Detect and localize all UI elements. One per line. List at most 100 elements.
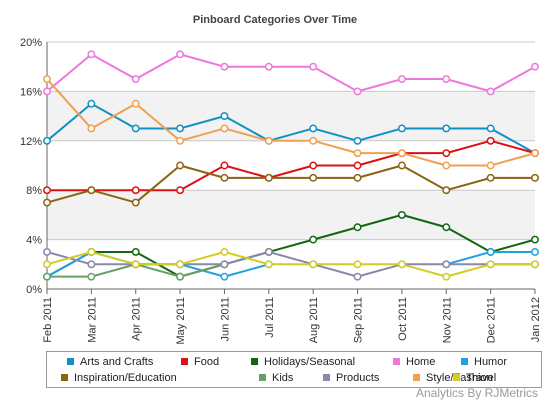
legend-item[interactable]: Humor <box>461 355 507 369</box>
data-point[interactable] <box>531 260 539 269</box>
data-point[interactable] <box>353 272 362 281</box>
data-point[interactable] <box>43 75 51 84</box>
data-point[interactable] <box>264 136 273 145</box>
data-point[interactable] <box>309 136 318 145</box>
data-point[interactable] <box>353 87 362 96</box>
data-point[interactable] <box>176 136 185 145</box>
data-point[interactable] <box>486 136 495 145</box>
data-point[interactable] <box>220 112 229 121</box>
data-point[interactable] <box>442 161 451 170</box>
data-point[interactable] <box>87 260 96 269</box>
data-point[interactable] <box>309 173 318 182</box>
data-point[interactable] <box>131 260 140 269</box>
legend-item[interactable]: Food <box>181 355 219 369</box>
data-point[interactable] <box>442 75 451 84</box>
data-point[interactable] <box>220 248 229 256</box>
data-point[interactable] <box>442 260 451 269</box>
data-point[interactable] <box>176 161 185 170</box>
data-point[interactable] <box>220 173 229 182</box>
data-point[interactable] <box>264 62 273 71</box>
data-point[interactable] <box>131 248 140 256</box>
data-point[interactable] <box>43 198 51 207</box>
data-point[interactable] <box>43 136 51 145</box>
data-point[interactable] <box>397 75 406 84</box>
data-point[interactable] <box>397 260 406 269</box>
data-point[interactable] <box>43 260 51 269</box>
axes <box>46 42 536 294</box>
data-point[interactable] <box>531 173 539 182</box>
data-point[interactable] <box>486 248 495 256</box>
series-style-fashion <box>43 75 539 170</box>
data-point[interactable] <box>309 235 318 244</box>
data-point[interactable] <box>442 149 451 158</box>
data-point[interactable] <box>353 136 362 145</box>
data-point[interactable] <box>531 62 539 71</box>
data-point[interactable] <box>264 260 273 269</box>
data-point[interactable] <box>309 62 318 71</box>
data-point[interactable] <box>176 124 185 133</box>
legend-item[interactable]: Travel <box>453 371 496 385</box>
data-point[interactable] <box>131 124 140 133</box>
data-point[interactable] <box>531 149 539 158</box>
data-point[interactable] <box>442 124 451 133</box>
data-point[interactable] <box>397 161 406 170</box>
data-point[interactable] <box>486 173 495 182</box>
legend-item[interactable]: Kids <box>259 371 293 385</box>
x-tick-label: Dec 2011 <box>486 297 498 343</box>
data-point[interactable] <box>353 223 362 232</box>
legend-item[interactable]: Products <box>323 371 379 385</box>
data-point[interactable] <box>87 124 96 133</box>
data-point[interactable] <box>486 161 495 170</box>
data-point[interactable] <box>531 235 539 244</box>
data-point[interactable] <box>220 124 229 133</box>
legend-item[interactable]: Holidays/Seasonal <box>251 355 355 369</box>
data-point[interactable] <box>176 186 185 195</box>
data-point[interactable] <box>87 50 96 59</box>
data-point[interactable] <box>353 149 362 158</box>
data-point[interactable] <box>442 186 451 195</box>
data-point[interactable] <box>220 161 229 170</box>
data-point[interactable] <box>87 99 96 108</box>
data-point[interactable] <box>220 260 229 269</box>
data-point[interactable] <box>486 87 495 96</box>
data-point[interactable] <box>309 124 318 133</box>
data-point[interactable] <box>176 272 185 281</box>
x-tick-label: Feb 2011 <box>42 297 54 343</box>
legend-item[interactable]: Arts and Crafts <box>67 355 153 369</box>
legend-label: Arts and Crafts <box>80 356 154 368</box>
data-point[interactable] <box>220 62 229 71</box>
data-point[interactable] <box>87 248 96 256</box>
data-point[interactable] <box>131 186 140 195</box>
data-point[interactable] <box>176 260 185 269</box>
data-point[interactable] <box>353 260 362 269</box>
data-point[interactable] <box>397 124 406 133</box>
data-point[interactable] <box>264 248 273 256</box>
data-point[interactable] <box>43 248 51 256</box>
data-point[interactable] <box>353 161 362 170</box>
data-point[interactable] <box>486 124 495 133</box>
data-point[interactable] <box>264 173 273 182</box>
data-point[interactable] <box>309 260 318 269</box>
data-point[interactable] <box>397 149 406 158</box>
data-point[interactable] <box>176 50 185 59</box>
data-point[interactable] <box>486 260 495 269</box>
data-point[interactable] <box>43 186 51 195</box>
series-line <box>46 250 535 278</box>
legend-item[interactable]: Inspiration/Education <box>61 371 177 385</box>
data-point[interactable] <box>131 198 140 207</box>
data-point[interactable] <box>87 272 96 281</box>
data-point[interactable] <box>43 87 51 96</box>
legend-item[interactable]: Home <box>393 355 435 369</box>
data-point[interactable] <box>353 173 362 182</box>
data-point[interactable] <box>220 272 229 281</box>
data-point[interactable] <box>442 223 451 232</box>
data-point[interactable] <box>43 272 51 281</box>
data-point[interactable] <box>87 186 96 195</box>
data-point[interactable] <box>531 248 539 256</box>
legend-swatch <box>251 357 258 365</box>
data-point[interactable] <box>442 272 451 281</box>
data-point[interactable] <box>309 161 318 170</box>
data-point[interactable] <box>397 210 406 219</box>
data-point[interactable] <box>131 75 140 84</box>
data-point[interactable] <box>131 99 140 108</box>
